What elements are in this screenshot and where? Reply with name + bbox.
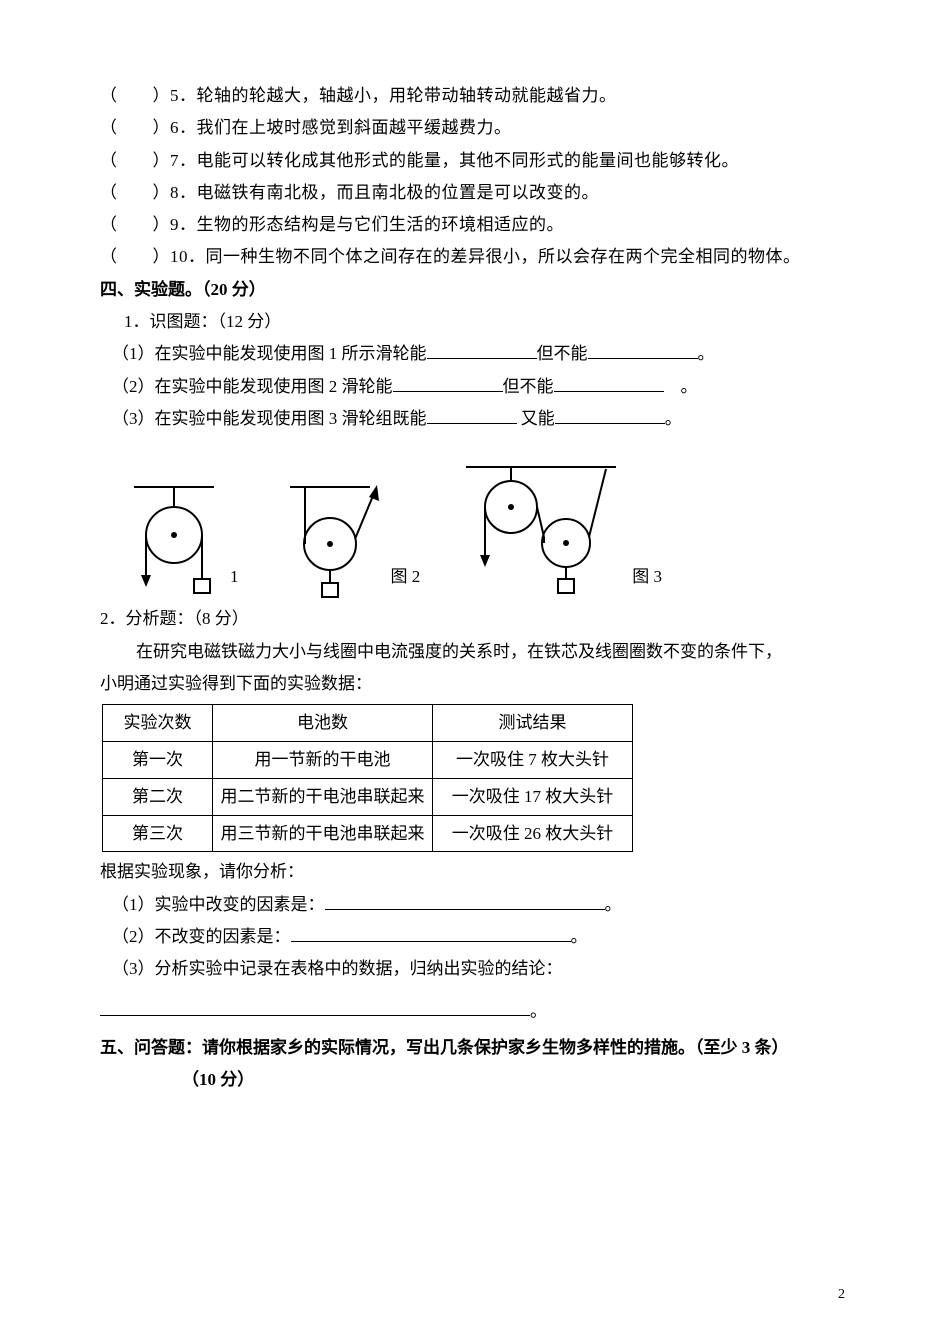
- q2-sub3: （3）分析实验中记录在表格中的数据，归纳出实验的结论：: [100, 953, 845, 985]
- tf-text: 我们在上坡时感觉到斜面越平缓越费力。: [197, 118, 512, 137]
- section5-line2: （10 分）: [100, 1064, 845, 1096]
- table-header-row: 实验次数 电池数 测试结果: [103, 705, 633, 742]
- q2-title: 2．分析题：（8 分）: [100, 603, 845, 635]
- th-2: 电池数: [213, 705, 433, 742]
- th-3: 测试结果: [433, 705, 633, 742]
- tf-num: 8: [170, 183, 179, 202]
- tf-num: 7: [170, 151, 179, 170]
- q1-sub2-b: 但不能: [503, 377, 554, 396]
- section5-line1: 五、问答题：请你根据家乡的实际情况，写出几条保护家乡生物多样性的措施。（至少 3…: [100, 1032, 845, 1064]
- tf-num: 5: [170, 86, 179, 105]
- table-row: 第三次 用三节新的干电池串联起来 一次吸住 26 枚大头针: [103, 815, 633, 852]
- cell: 一次吸住 26 枚大头针: [433, 815, 633, 852]
- q1-sub2: （2）在实验中能发现使用图 2 滑轮能但不能 。: [100, 371, 845, 403]
- q1-title: 1．识图题：（12 分）: [100, 306, 845, 338]
- tf-text: 同一种生物不同个体之间存在的差异很小，所以会存在两个完全相同的物体。: [206, 247, 801, 266]
- tf-num: 9: [170, 215, 179, 234]
- table-row: 第二次 用二节新的干电池串联起来 一次吸住 17 枚大头针: [103, 778, 633, 815]
- tf-num: 6: [170, 118, 179, 137]
- figure-1: 1: [124, 479, 239, 599]
- tf-item-10: （ ）10．同一种生物不同个体之间存在的差异很小，所以会存在两个完全相同的物体。: [100, 241, 845, 273]
- blank-input[interactable]: [555, 405, 665, 424]
- q1-sub1-a: （1）在实验中能发现使用图 1 所示滑轮能: [112, 344, 427, 363]
- q2-after: 根据实验现象，请你分析：: [100, 856, 845, 888]
- cell: 一次吸住 7 枚大头针: [433, 741, 633, 778]
- q2-intro1: 在研究电磁铁磁力大小与线圈中电流强度的关系时，在铁芯及线圈圈数不变的条件下，: [100, 636, 845, 668]
- tf-item-5: （ ）5．轮轴的轮越大，轴越小，用轮带动轴转动就能越省力。: [100, 80, 845, 112]
- q2-sub2: （2）不改变的因素是：。: [100, 921, 845, 953]
- q1-sub3-a: （3）在实验中能发现使用图 3 滑轮组既能: [112, 409, 427, 428]
- cell: 用二节新的干电池串联起来: [213, 778, 433, 815]
- period: 。: [530, 1001, 547, 1020]
- q1-sub3-b: 又能: [517, 409, 555, 428]
- pulley-movable-icon: [275, 479, 385, 599]
- q1-sub3: （3）在实验中能发现使用图 3 滑轮组既能 又能。: [100, 403, 845, 435]
- q2-intro2: 小明通过实验得到下面的实验数据：: [100, 668, 845, 700]
- q1-sub1: （1）在实验中能发现使用图 1 所示滑轮能但不能。: [100, 338, 845, 370]
- pulley-figures: 1 图 2 图 3: [124, 459, 845, 599]
- table-row: 第一次 用一节新的干电池 一次吸住 7 枚大头针: [103, 741, 633, 778]
- cell: 第三次: [103, 815, 213, 852]
- q1-sub1-b: 但不能: [537, 344, 588, 363]
- blank-input[interactable]: [393, 373, 503, 392]
- blank-input[interactable]: [325, 891, 605, 910]
- cell: 第二次: [103, 778, 213, 815]
- cell: 一次吸住 17 枚大头针: [433, 778, 633, 815]
- tf-num: 10: [170, 247, 188, 266]
- fig1-label: 1: [230, 561, 239, 593]
- page-number: 2: [838, 1282, 845, 1309]
- experiment-table: 实验次数 电池数 测试结果 第一次 用一节新的干电池 一次吸住 7 枚大头针 第…: [102, 704, 633, 852]
- q2-sub2-text: （2）不改变的因素是：: [112, 927, 291, 946]
- blank-input[interactable]: [291, 923, 571, 942]
- figure-2: 图 2: [275, 479, 421, 599]
- blank-input[interactable]: [588, 341, 698, 360]
- tf-text: 电磁铁有南北极，而且南北极的位置是可以改变的。: [197, 183, 600, 202]
- th-1: 实验次数: [103, 705, 213, 742]
- fig2-label: 图 2: [391, 561, 421, 593]
- cell: 用三节新的干电池串联起来: [213, 815, 433, 852]
- section4-title: 四、实验题。（20 分）: [100, 274, 845, 306]
- tf-text: 轮轴的轮越大，轴越小，用轮带动轴转动就能越省力。: [197, 86, 617, 105]
- figure-3: 图 3: [456, 459, 662, 599]
- cell: 用一节新的干电池: [213, 741, 433, 778]
- cell: 第一次: [103, 741, 213, 778]
- fig3-label: 图 3: [632, 561, 662, 593]
- q1-sub2-a: （2）在实验中能发现使用图 2 滑轮能: [112, 377, 393, 396]
- tf-item-7: （ ）7．电能可以转化成其他形式的能量，其他不同形式的能量间也能够转化。: [100, 145, 845, 177]
- blank-input[interactable]: [427, 405, 517, 424]
- pulley-compound-icon: [456, 459, 626, 599]
- q2-sub1: （1）实验中改变的因素是：。: [100, 889, 845, 921]
- tf-item-6: （ ）6．我们在上坡时感觉到斜面越平缓越费力。: [100, 112, 845, 144]
- pulley-fixed-icon: [124, 479, 224, 599]
- blank-input[interactable]: [427, 341, 537, 360]
- blank-input[interactable]: [554, 373, 664, 392]
- tf-item-8: （ ）8．电磁铁有南北极，而且南北极的位置是可以改变的。: [100, 177, 845, 209]
- tf-text: 电能可以转化成其他形式的能量，其他不同形式的能量间也能够转化。: [197, 151, 740, 170]
- tf-text: 生物的形态结构是与它们生活的环境相适应的。: [197, 215, 565, 234]
- tf-item-9: （ ）9．生物的形态结构是与它们生活的环境相适应的。: [100, 209, 845, 241]
- q2-conclusion-blank[interactable]: [100, 998, 530, 1017]
- q2-sub1-text: （1）实验中改变的因素是：: [112, 895, 325, 914]
